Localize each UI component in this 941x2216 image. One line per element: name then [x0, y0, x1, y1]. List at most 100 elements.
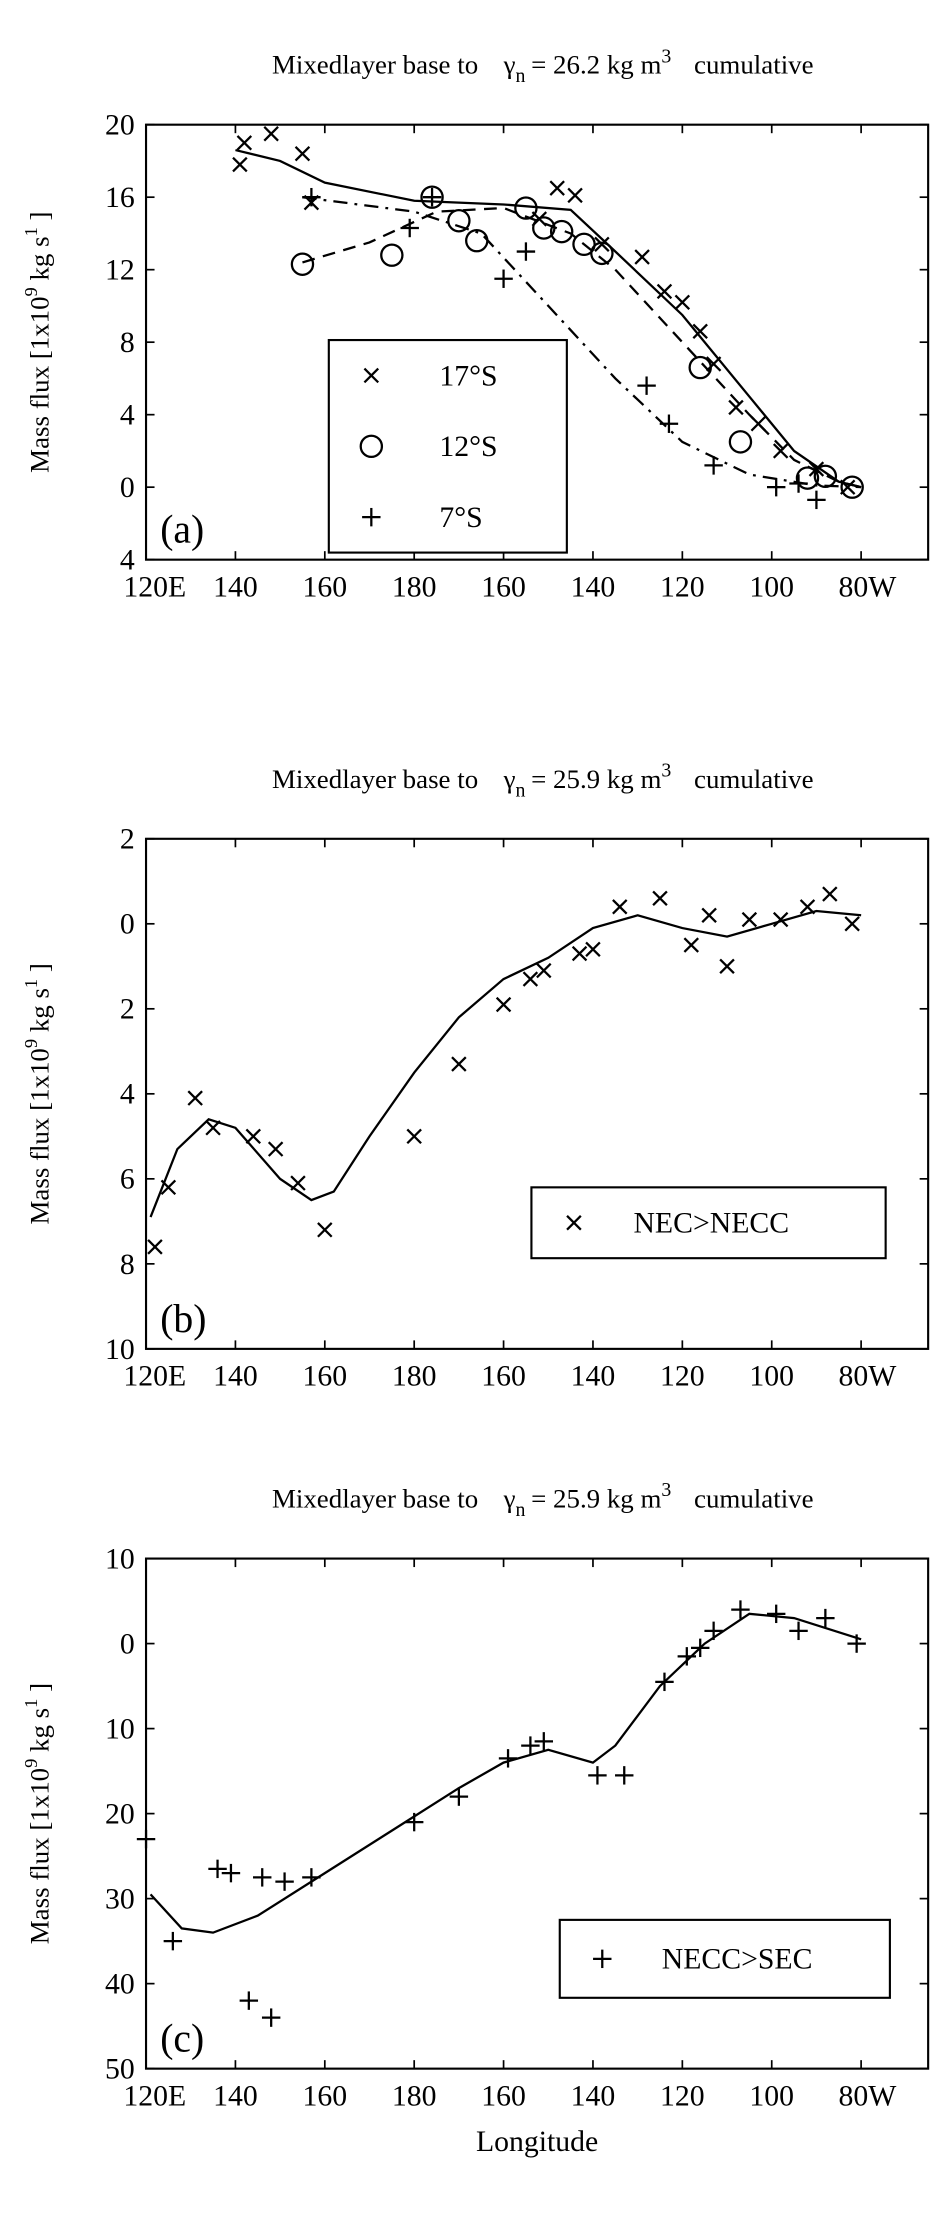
title-superscript: 3: [661, 1479, 671, 1501]
marker: [294, 145, 311, 162]
marker: [704, 1621, 723, 1641]
ylabel-main: Mass flux [1x10: [24, 296, 54, 472]
marker: [692, 323, 708, 340]
marker-circle: [380, 243, 404, 267]
x-tick-label: 140: [213, 1360, 258, 1393]
title-subscript: n: [516, 65, 526, 87]
marker: [652, 890, 668, 907]
marker-stroke: [750, 416, 767, 432]
marker: [674, 294, 691, 311]
x-tick-label: 140: [571, 571, 616, 604]
marker-stroke: [451, 1056, 467, 1072]
marker: [683, 937, 699, 953]
marker-stroke: [263, 126, 279, 142]
plot-frame: [144, 837, 930, 1350]
marker: [705, 356, 722, 372]
marker-circle: [290, 252, 315, 276]
marker-circle: [728, 430, 753, 454]
marker: [840, 475, 864, 499]
x-tick-label: 160: [481, 571, 526, 604]
marker: [795, 466, 820, 490]
marker: [163, 1931, 183, 1951]
marker: [789, 474, 808, 493]
ylabel-sup: 9: [21, 1759, 41, 1768]
legend-label: 17°S: [439, 359, 497, 392]
marker-stroke: [634, 249, 650, 265]
y-tick-label: 50: [105, 2053, 135, 2086]
marker-stroke: [652, 890, 668, 907]
legend-box: [530, 1186, 887, 1260]
ylabel-sup: 9: [21, 287, 41, 296]
marker: [612, 899, 628, 915]
y-axis-label: Mass flux [1x109 kg s1 ]: [21, 963, 54, 1224]
ylabel-end: ]: [24, 963, 54, 979]
x-tick-label: 140: [571, 1360, 616, 1393]
marker: [549, 219, 574, 244]
marker-circle: [840, 475, 864, 499]
marker: [655, 1672, 674, 1692]
marker: [634, 249, 650, 265]
x-tick-label: 120: [660, 1360, 705, 1393]
marker-circle: [465, 228, 489, 253]
legend-label: 7°S: [439, 501, 482, 534]
title-subscript: n: [516, 1499, 526, 1521]
marker-stroke: [495, 996, 512, 1013]
marker: [688, 355, 712, 380]
marker: [549, 180, 565, 196]
marker: [847, 1634, 866, 1653]
marker: [275, 1872, 294, 1891]
marker: [536, 962, 552, 979]
marker-stroke: [567, 187, 583, 204]
marker: [691, 1638, 710, 1658]
marker: [522, 971, 539, 987]
marker-stroke: [705, 356, 722, 372]
y-tick-label: 6: [120, 1163, 135, 1196]
marker: [422, 187, 442, 207]
panel-label: (b): [160, 1297, 206, 1341]
marker: [160, 1179, 177, 1196]
title-suffix: cumulative: [694, 1484, 814, 1514]
marker-stroke: [160, 1179, 177, 1196]
legend-label: 12°S: [439, 430, 497, 463]
marker-stroke: [245, 1128, 262, 1145]
marker-stroke: [692, 323, 708, 340]
marker-circle: [549, 219, 574, 244]
title-symbol: γ: [503, 1484, 516, 1514]
x-tick-label: 80W: [838, 571, 897, 604]
marker: [147, 1239, 163, 1255]
y-tick-label: 12: [105, 254, 135, 287]
marker: [588, 1766, 607, 1785]
marker-stroke: [536, 962, 552, 979]
marker-stroke: [772, 443, 789, 459]
title-value: = 26.2 kg m: [531, 50, 661, 80]
marker-stroke: [187, 1090, 203, 1106]
title-symbol: γ: [503, 50, 516, 80]
y-tick-label: 4: [120, 399, 135, 432]
marker-stroke: [363, 367, 380, 384]
marker: [844, 916, 860, 932]
marker-circle: [447, 209, 471, 233]
y-tick-label: 2: [120, 993, 135, 1026]
marker: [290, 252, 315, 276]
marker-circle: [532, 216, 556, 240]
y-tick-label: 10: [105, 1333, 135, 1366]
x-tick-label: 120: [660, 571, 705, 604]
marker-circle: [688, 355, 712, 380]
legend-box: [558, 1918, 891, 1999]
marker: [659, 414, 679, 433]
marker-stroke: [612, 899, 628, 915]
marker-stroke: [594, 236, 610, 253]
fit-curve: [302, 196, 862, 489]
marker: [677, 1647, 697, 1666]
title-suffix: cumulative: [694, 764, 814, 794]
marker-stroke: [772, 911, 789, 928]
marker: [420, 185, 444, 209]
x-tick-label: 80W: [838, 1360, 897, 1393]
marker: [290, 1175, 306, 1191]
marker-stroke: [719, 958, 735, 975]
marker-stroke: [683, 937, 699, 953]
marker: [822, 886, 838, 902]
marker: [701, 907, 717, 924]
legend-marker: [359, 434, 384, 459]
y-tick-label: 8: [120, 1248, 135, 1281]
